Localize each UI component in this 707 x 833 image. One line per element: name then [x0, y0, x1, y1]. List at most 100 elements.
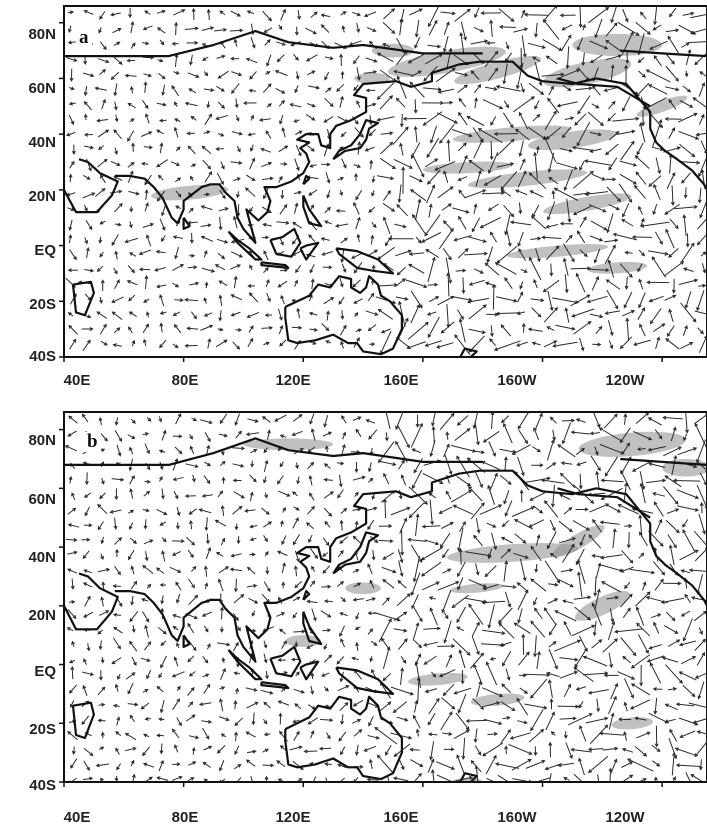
wind-arrow [407, 53, 426, 64]
wind-arrow [184, 297, 199, 302]
wind-arrow [176, 685, 181, 691]
wind-arrow [635, 606, 645, 626]
wind-arrow [354, 462, 359, 473]
wind-arrow [160, 488, 165, 500]
wind-arrow [562, 243, 575, 263]
wind-arrow [352, 416, 362, 421]
wind-arrow [489, 325, 494, 338]
wind-arrow [694, 672, 707, 679]
wind-arrow [82, 550, 90, 560]
wind-arrow [376, 82, 395, 100]
wind-arrow [368, 716, 374, 727]
wind-arrow [278, 99, 285, 107]
wind-arrow [215, 551, 224, 557]
wind-arrow [549, 552, 558, 559]
wind-arrow [112, 27, 122, 34]
wind-arrow [367, 292, 375, 302]
wind-arrow [291, 491, 299, 497]
wind-arrow [340, 340, 344, 349]
wind-arrow [249, 144, 254, 152]
wind-arrow [474, 7, 480, 19]
wind-arrow [542, 18, 560, 40]
wind-arrow [142, 25, 153, 31]
wind-arrow [378, 618, 392, 643]
wind-arrow [128, 326, 133, 334]
map-frame [63, 5, 707, 358]
wind-arrow [278, 308, 283, 321]
lat-label-80N: 80N [28, 26, 56, 43]
wind-arrow [457, 527, 464, 552]
wind-arrow [352, 475, 366, 481]
wind-arrow [128, 252, 137, 257]
wind-arrow [113, 517, 118, 530]
wind-arrow [649, 662, 662, 684]
wind-arrow [367, 563, 373, 574]
wind-arrow [366, 777, 379, 782]
wind-arrow [692, 718, 707, 724]
wind-arrow [371, 549, 376, 561]
wind-arrow [68, 173, 73, 183]
wind-arrow [114, 488, 119, 501]
wind-arrow [675, 763, 702, 768]
wind-arrow [413, 607, 423, 623]
wind-arrow [438, 669, 456, 678]
wind-arrow [266, 54, 272, 67]
wind-arrow [67, 507, 77, 515]
wind-arrow [647, 84, 668, 95]
wind-arrow [156, 102, 167, 107]
wind-arrow [535, 145, 540, 154]
wind-arrow [96, 311, 107, 319]
wind-arrow [431, 671, 437, 678]
wind-arrow [230, 28, 244, 33]
wind-arrow [219, 686, 226, 690]
wind-arrow [159, 339, 167, 349]
wind-arrow [571, 308, 595, 318]
wind-arrow [457, 142, 467, 152]
wind-arrow [605, 39, 622, 52]
wind-arrow [415, 728, 420, 737]
wind-arrow [416, 676, 421, 703]
wind-arrow [648, 175, 662, 187]
coastline [114, 60, 707, 244]
wind-arrow [307, 505, 316, 515]
wind-arrow [142, 508, 150, 513]
wind-arrow [339, 612, 348, 617]
wind-arrow [368, 206, 376, 213]
wind-arrow [399, 17, 404, 36]
wind-arrow [616, 129, 636, 135]
wind-arrow [175, 412, 182, 425]
coastline [332, 119, 380, 161]
wind-arrow [201, 493, 213, 498]
wind-arrow [487, 731, 499, 736]
wind-arrow [67, 609, 77, 619]
shaded-region [578, 431, 686, 457]
wind-arrow [83, 658, 88, 665]
wind-arrow [470, 502, 485, 520]
wind-arrow [452, 207, 470, 214]
wind-arrow [441, 203, 452, 211]
wind-arrow [82, 582, 93, 588]
wind-arrow [520, 268, 528, 273]
wind-arrow [67, 10, 75, 15]
wind-arrow [110, 160, 121, 166]
wind-arrow [426, 137, 440, 159]
wind-arrow [371, 668, 377, 679]
wind-arrow [653, 54, 662, 67]
wind-arrow [143, 539, 154, 545]
wind-arrow [612, 116, 640, 122]
wind-arrow [319, 718, 334, 723]
wind-arrow [189, 232, 194, 244]
wind-arrow [384, 432, 389, 442]
wind-arrow [377, 246, 395, 260]
wind-arrow [323, 643, 328, 650]
coastline [114, 469, 707, 663]
wind-arrow [620, 637, 637, 657]
wind-arrow [231, 71, 243, 77]
wind-arrow [550, 484, 555, 508]
wind-arrow [441, 589, 452, 614]
wind-arrow [619, 173, 638, 185]
wind-arrow [100, 656, 105, 664]
wind-arrow [131, 625, 136, 633]
wind-arrow [651, 256, 666, 278]
wind-arrow [427, 732, 438, 737]
